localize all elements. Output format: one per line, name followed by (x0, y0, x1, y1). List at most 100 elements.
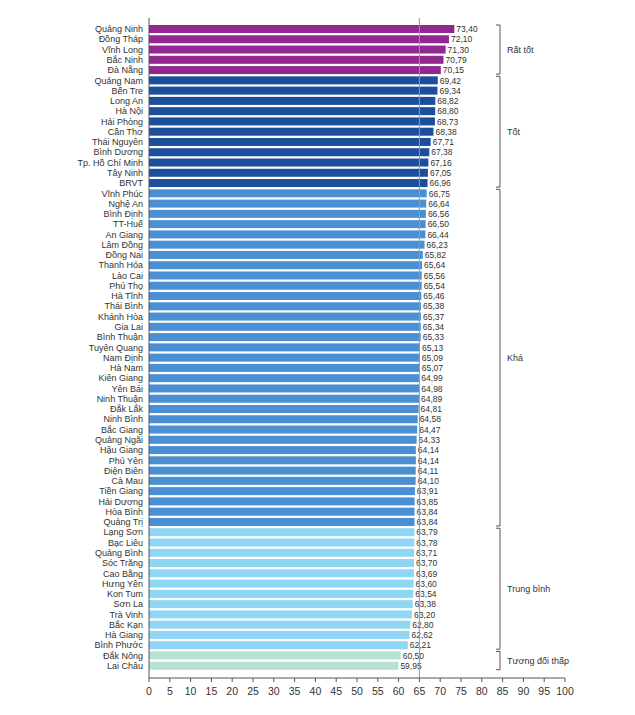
legend-label: Khá (507, 353, 523, 363)
bar (149, 292, 421, 300)
data-label: 68,38 (435, 127, 457, 137)
legend-bracket: Rất tốt (496, 25, 534, 74)
category-label: Thái Nguyên (92, 137, 143, 147)
x-tick (461, 678, 462, 682)
x-tick-label: 95 (538, 685, 550, 697)
category-label: Phú Thọ (109, 281, 143, 291)
data-label: 63,54 (415, 589, 437, 599)
x-tick-label: 35 (289, 685, 301, 697)
bar (149, 651, 401, 659)
category-label: Quảng Nam (94, 76, 143, 86)
category-label: Đồng Tháp (99, 34, 143, 44)
category-label: Bình Định (103, 209, 143, 219)
x-tick (169, 678, 170, 682)
bar (149, 641, 408, 649)
bar (149, 313, 421, 321)
legend-label: Rất tốt (507, 45, 534, 55)
x-tick-label: 55 (372, 685, 384, 697)
category-label: Gia Lai (114, 322, 143, 332)
bar (149, 35, 449, 43)
bar (149, 241, 425, 249)
category-label: Vĩnh Phúc (101, 189, 143, 199)
bar (149, 343, 420, 351)
category-label: TT-Huế (113, 219, 143, 229)
category-label: Bến Tre (111, 86, 143, 96)
bar (149, 159, 428, 167)
bar (149, 210, 426, 218)
bar (149, 539, 414, 547)
category-label: Bắc Giang (101, 425, 143, 435)
category-label: Điện Biên (104, 466, 143, 476)
data-label: 63,91 (417, 486, 439, 496)
category-label: Sóc Trăng (102, 558, 143, 568)
bar (149, 364, 420, 372)
bar (149, 107, 435, 115)
category-label: Tây Ninh (107, 168, 143, 178)
x-tick-label: 70 (434, 685, 446, 697)
data-label: 65,33 (423, 332, 445, 342)
bar (149, 590, 413, 598)
category-label: Tuyên Quang (89, 343, 143, 353)
x-tick (481, 678, 482, 682)
x-tick (544, 678, 545, 682)
x-tick-label: 5 (167, 685, 173, 697)
x-tick-label: 75 (455, 685, 467, 697)
data-label: 60,50 (403, 651, 425, 661)
category-label: Ninh Thuận (97, 394, 143, 404)
x-tick (419, 678, 420, 682)
category-label: Hải Phòng (101, 117, 143, 127)
bar (149, 179, 428, 187)
category-label: Tp. Hồ Chí Minh (77, 158, 143, 168)
chart-container: Quảng NinhĐồng ThápVĩnh LongBắc NinhĐà N… (0, 0, 635, 715)
data-label: 62,21 (410, 640, 432, 650)
data-label: 66,75 (429, 189, 451, 199)
bar (149, 354, 420, 362)
legend-label: Trung bình (507, 584, 550, 594)
bar (149, 251, 423, 259)
x-tick-label: 85 (497, 685, 509, 697)
bar (149, 569, 414, 577)
bar (149, 323, 421, 331)
category-label: Thái Bình (104, 301, 143, 311)
category-label: Ninh Bình (103, 414, 143, 424)
bar (149, 230, 425, 238)
bar (149, 600, 413, 608)
legend-label: Tốt (507, 127, 521, 137)
data-label: 64,58 (420, 414, 442, 424)
x-tick-label: 50 (351, 685, 363, 697)
bar (149, 610, 412, 618)
category-label: Kiên Giang (98, 373, 143, 383)
data-label: 66,50 (428, 219, 450, 229)
category-label: BRVT (119, 178, 143, 188)
x-tick (357, 678, 358, 682)
data-label: 63,38 (415, 599, 437, 609)
bar (149, 56, 443, 64)
x-tick-label: 90 (518, 685, 530, 697)
data-label: 64,11 (418, 466, 439, 476)
chart: Quảng NinhĐồng ThápVĩnh LongBắc NinhĐà N… (0, 0, 635, 715)
data-label: 62,62 (411, 630, 433, 640)
category-label: Quảng Ninh (95, 24, 143, 34)
bar (149, 302, 421, 310)
bar (149, 271, 422, 279)
bar (149, 46, 446, 54)
data-label: 64,14 (418, 445, 440, 455)
bar (149, 117, 435, 125)
data-label: 66,96 (430, 178, 452, 188)
data-label: 65,09 (422, 353, 444, 363)
x-tick (232, 678, 233, 682)
data-label: 65,54 (424, 281, 446, 291)
category-label: Nghệ An (108, 199, 143, 209)
category-label: Phú Yên (109, 456, 143, 466)
data-label: 59,95 (400, 661, 422, 671)
bar (149, 426, 417, 434)
bar (149, 138, 431, 146)
bar (149, 25, 454, 33)
x-tick-label: 80 (476, 685, 488, 697)
data-label: 65,13 (422, 343, 444, 353)
data-label: 68,73 (437, 117, 459, 127)
bar (149, 189, 427, 197)
category-label: Lào Cai (112, 271, 143, 281)
data-label: 65,07 (422, 363, 444, 373)
data-label: 65,34 (423, 322, 445, 332)
